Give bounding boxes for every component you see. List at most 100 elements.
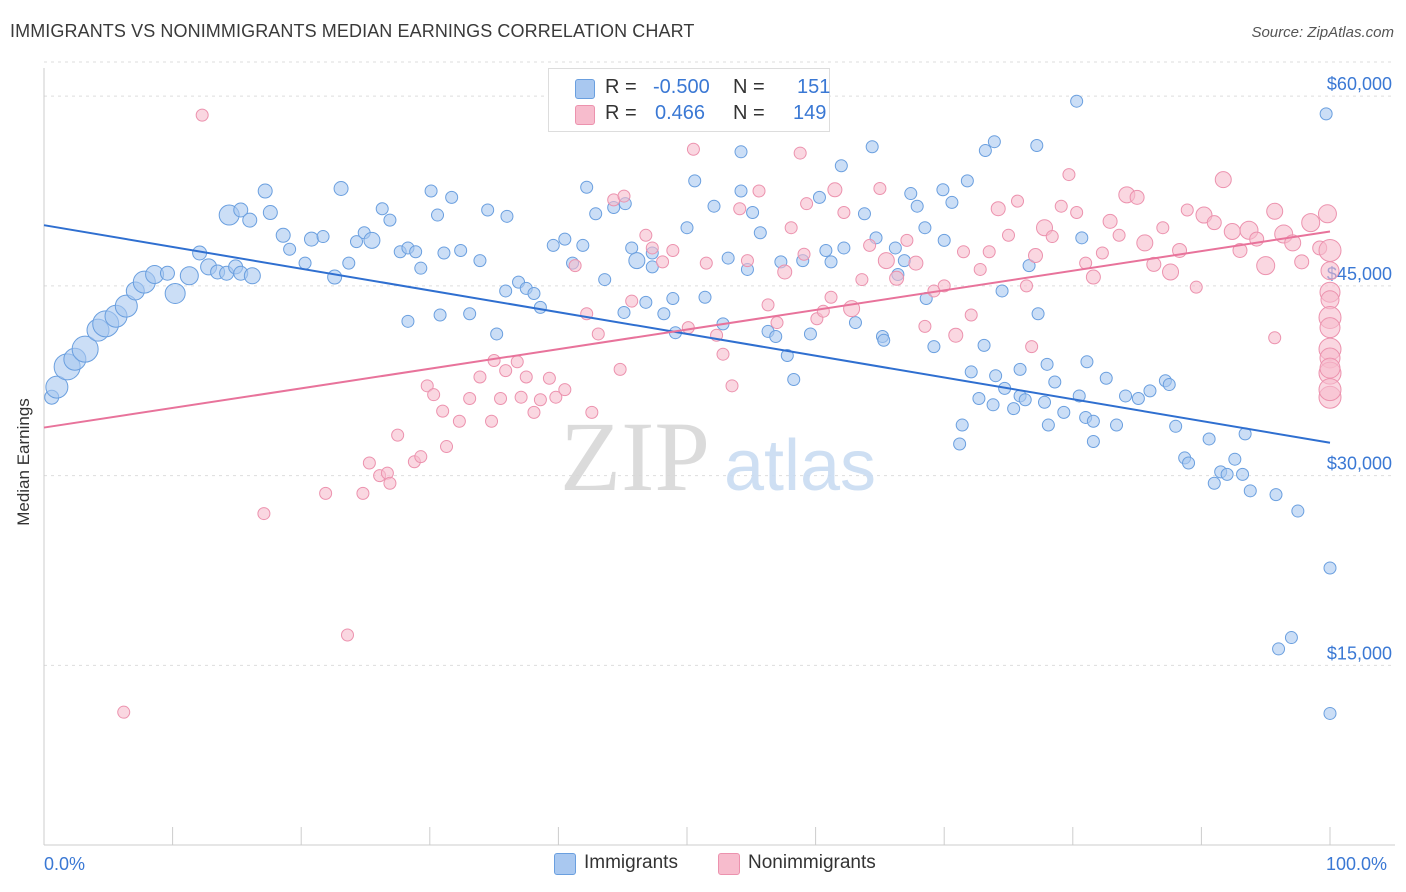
- immigrant-point: [1022, 259, 1036, 273]
- nonimmigrant-point: [1301, 213, 1321, 233]
- y-tick-label: $30,000: [1327, 454, 1392, 474]
- nonimmigrant-point: [1284, 234, 1302, 252]
- immigrant-point: [628, 252, 646, 270]
- nonimmigrant-point: [699, 256, 713, 270]
- nonimmigrant-point: [725, 379, 739, 393]
- nonimmigrant-point: [440, 440, 454, 454]
- immigrant-point: [490, 327, 504, 341]
- immigrant-point: [897, 254, 911, 268]
- nonimmigrant-point: [195, 108, 209, 122]
- nonimmigrant-point: [740, 254, 754, 268]
- nonimmigrant-point: [666, 243, 680, 257]
- nonimmigrant-point: [1223, 223, 1241, 241]
- immigrant-point: [262, 205, 278, 221]
- watermark: ZIP atlas: [560, 401, 876, 512]
- nonimmigrant-point: [383, 476, 397, 490]
- immigrant-point: [333, 180, 349, 196]
- immigrant-point: [1269, 488, 1283, 502]
- immigrant-point: [433, 308, 447, 322]
- immigrant-point: [1182, 456, 1196, 470]
- immigrant-point: [233, 202, 249, 218]
- immigrant-point: [734, 184, 748, 198]
- immigrant-point: [463, 307, 477, 321]
- nonimmigrant-point: [1206, 215, 1222, 231]
- immigrant-point: [1220, 467, 1234, 481]
- nonimmigrant-point: [1025, 340, 1039, 354]
- nonimmigrant-point: [761, 298, 775, 312]
- trend-lines: [43, 224, 1331, 444]
- nonimmigrant-point: [1002, 228, 1015, 242]
- nonimmigrant-point: [362, 456, 376, 470]
- nonimmigrant-point: [494, 391, 508, 405]
- nonimmigrant-point: [1020, 279, 1034, 293]
- nonimmigrant-point: [1256, 256, 1276, 276]
- nonimmigrant-point: [568, 259, 582, 273]
- immigrant-point: [1099, 371, 1113, 385]
- nonimmigrant-point: [1318, 238, 1342, 262]
- immigrant-point: [769, 329, 783, 343]
- immigrant-point: [1013, 362, 1027, 376]
- nonimmigrant-point: [827, 182, 843, 198]
- nonimmigrant-point: [427, 388, 441, 402]
- watermark-zip: ZIP: [560, 401, 710, 512]
- immigrant-point: [580, 180, 594, 194]
- nonimmigrant-point: [558, 383, 572, 397]
- nonimmigrant-point: [964, 308, 978, 322]
- immigrant-point: [342, 256, 356, 270]
- immigrant-point: [955, 418, 969, 432]
- immigrant-point: [848, 316, 862, 330]
- immigrant-point: [819, 243, 833, 257]
- nonimmigrant-point: [485, 414, 499, 428]
- nonimmigrant-point: [499, 364, 513, 378]
- nonimmigrant-point: [1011, 194, 1025, 208]
- immigrant-point: [978, 144, 992, 158]
- nonimmigrant-point: [1317, 204, 1337, 224]
- nonimmigrants-points: [117, 103, 1342, 719]
- immigrant-point: [953, 437, 967, 451]
- immigrant-point: [414, 261, 428, 275]
- immigrant-point: [1007, 402, 1021, 416]
- immigrant-point: [927, 340, 941, 354]
- immigrants-r-value: -0.500: [653, 76, 710, 98]
- immigrant-point: [589, 207, 603, 221]
- immigrant-point: [1228, 452, 1242, 466]
- immigrant-point: [910, 199, 924, 213]
- nonimmigrant-point: [420, 379, 434, 393]
- nonimmigrant-point: [777, 264, 793, 280]
- immigrant-point: [1057, 405, 1071, 419]
- nonimmigrant-point: [473, 370, 487, 384]
- immigrant-point: [316, 230, 330, 244]
- nonimmigrant-point: [1268, 331, 1282, 345]
- immigrant-point: [945, 195, 959, 209]
- immigrant-point: [1162, 378, 1176, 392]
- immigrant-point: [721, 251, 735, 265]
- immigrant-point: [972, 391, 986, 405]
- axes: [43, 68, 1395, 846]
- nonimmigrant-point: [1180, 203, 1194, 217]
- nonimmigrant-point: [436, 404, 450, 418]
- immigrant-point: [1243, 484, 1257, 498]
- immigrant-point: [473, 254, 487, 268]
- immigrant-point: [424, 184, 438, 198]
- immigrant-point: [1080, 355, 1094, 369]
- nonimmigrant-point: [613, 362, 627, 376]
- immigrant-point: [812, 190, 826, 204]
- nonimmigrant-point: [1028, 248, 1044, 264]
- immigrant-point: [987, 135, 1001, 149]
- immigrants-trend-line: [43, 224, 1331, 444]
- nonimmigrant-point: [733, 202, 747, 216]
- nonimmigrant-point: [585, 405, 599, 419]
- grid-lines: [44, 61, 1395, 666]
- nonimmigrant-point: [1189, 280, 1203, 294]
- immigrant-point: [680, 221, 694, 235]
- nonimmigrant-point: [319, 486, 333, 500]
- nonimmigrant-point: [257, 507, 271, 521]
- immigrant-point: [857, 207, 871, 221]
- immigrant-point: [989, 369, 1003, 383]
- immigrant-point: [1086, 414, 1100, 428]
- nonimmigrant-point: [625, 294, 639, 308]
- legend-n-label: N =: [733, 102, 765, 124]
- nonimmigrant-point: [542, 371, 556, 385]
- immigrant-point: [707, 199, 721, 213]
